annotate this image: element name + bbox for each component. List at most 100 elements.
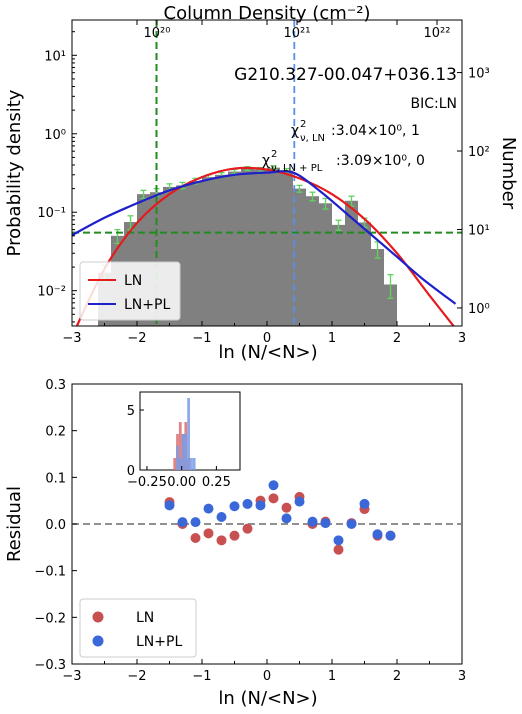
x-tick-label: 0: [263, 669, 271, 684]
residual-point-lnpl: [359, 498, 370, 509]
top-legend-box: [79, 261, 181, 321]
residual-point-lnpl: [216, 512, 227, 522]
histogram-bar: [332, 224, 345, 326]
bottom-legend-label-lnpl: LN+PL: [136, 634, 182, 650]
residual-point-ln: [242, 523, 253, 534]
top-right-y-axis-label: Number: [498, 137, 519, 210]
histogram-bar: [293, 188, 306, 326]
residual-inset: −0.25 0.00 0.25 0 5: [127, 391, 241, 490]
residual-point-ln: [190, 533, 201, 543]
histogram-bar: [384, 284, 397, 326]
y-tick-label: 10⁻²: [37, 285, 66, 300]
histogram-bar: [306, 196, 319, 326]
inset-x-tick-label: 0.00: [167, 475, 196, 490]
residual-point-ln: [268, 493, 279, 504]
residual-point-lnpl: [320, 518, 331, 529]
top-axis-label: Column Density (cm⁻²): [164, 3, 371, 24]
legend-label-lnpl: LN+PL: [124, 297, 170, 313]
bottom-x-axis-label: ln (N/<N>): [218, 688, 317, 709]
top-x-ticks: −3 −2 −1 0 1 2 3: [62, 20, 466, 346]
histogram-bar: [254, 169, 267, 326]
residual-point-lnpl: [346, 519, 357, 529]
residual-point-lnpl: [385, 530, 396, 541]
inset-bar-lnpl: [187, 398, 190, 470]
y-tick-label: −0.2: [34, 611, 66, 626]
chi-ln-superscript: 2: [300, 119, 306, 130]
bottom-legend-box: [79, 598, 197, 658]
x-tick-label: 1: [328, 669, 336, 684]
histogram-bar: [280, 170, 293, 326]
y-tick-label: −0.1: [34, 565, 66, 580]
chi-ln-subscript: ν, LN: [300, 133, 325, 144]
residual-point-lnpl: [281, 513, 292, 524]
top-panel: −3 −2 −1 0 1 2 3 10⁻² 10⁻¹ 10⁰ 10¹ 10⁰ 10¹ 10² 10³ 1…: [4, 3, 519, 363]
bottom-legend: LN LN+PL: [79, 598, 197, 658]
residual-point-ln: [281, 502, 292, 513]
inset-bar-lnpl: [176, 446, 179, 470]
bottom-y-ticks: −0.3 −0.2 −0.1 0.0 0.1 0.2 0.3: [34, 378, 77, 673]
residual-point-lnpl: [229, 501, 240, 512]
top-secondary-tick-label: 10²⁰: [144, 26, 171, 41]
histogram-bar: [371, 248, 384, 326]
chart-title: G210.327-00.047+036.13: [234, 65, 457, 85]
right-y-tick-label: 10⁰: [468, 302, 490, 317]
legend-marker-lnpl: [92, 635, 104, 647]
lnpl-fit-curve: [72, 170, 457, 305]
residual-point-lnpl: [203, 503, 214, 514]
inset-x-tick-label: 0.25: [202, 475, 231, 490]
inset-bar-ln: [173, 458, 177, 470]
chi-lnpl-subscript: ν, LN + PL: [271, 163, 323, 174]
x-tick-label: 3: [458, 669, 466, 684]
x-tick-label: −2: [127, 331, 146, 346]
inset-bar-ln: [178, 422, 182, 470]
inset-bar-lnpl: [181, 434, 185, 470]
x-tick-label: 2: [393, 331, 401, 346]
chi-lnpl-symbol: χ: [262, 153, 270, 169]
histogram-bar: [345, 200, 358, 326]
residual-point-ln: [216, 535, 227, 546]
top-y-ticks: 10⁻² 10⁻¹ 10⁰ 10¹: [37, 31, 77, 323]
x-tick-label: −2: [127, 669, 146, 684]
histogram-bar: [358, 222, 371, 326]
residual-point-ln: [203, 528, 214, 539]
y-tick-label: 10⁻¹: [37, 206, 66, 221]
residual-points: [164, 480, 396, 555]
y-tick-label: 0.1: [45, 471, 66, 486]
top-legend: LN LN+PL: [79, 261, 181, 321]
chi-ln-value: :3.04×10⁰, 1: [331, 123, 420, 139]
residual-point-lnpl: [307, 516, 318, 527]
x-tick-label: 0: [263, 331, 271, 346]
x-tick-label: 2: [393, 669, 401, 684]
inset-y-tick-label: 5: [127, 404, 135, 419]
y-tick-label: 0.3: [45, 378, 66, 393]
inset-bar-lnpl: [190, 458, 193, 470]
x-tick-label: −3: [62, 331, 81, 346]
top-secondary-tick-label: 10²¹: [284, 26, 311, 41]
fit-curves: [72, 166, 457, 326]
chi-lnpl-superscript: 2: [271, 149, 277, 160]
x-tick-label: −3: [62, 669, 81, 684]
y-tick-label: 10⁰: [44, 128, 66, 143]
bottom-y-axis-label: Residual: [4, 486, 25, 562]
histogram-bar: [241, 168, 254, 326]
inset-bar-lnpl: [178, 458, 182, 470]
x-tick-label: 1: [328, 331, 336, 346]
top-right-y-ticks: 10⁰ 10¹ 10² 10³: [457, 67, 490, 317]
top-x-axis-label: ln (N/<N>): [218, 342, 317, 363]
residual-point-ln: [229, 530, 240, 541]
bic-annotation: BIC:LN: [411, 96, 458, 112]
y-tick-label: −0.3: [34, 658, 66, 673]
x-tick-label: 3: [458, 331, 466, 346]
x-tick-label: −1: [192, 331, 211, 346]
histogram-bar: [202, 177, 215, 326]
residual-point-lnpl: [372, 529, 383, 540]
residual-point-lnpl: [255, 500, 266, 511]
residual-point-lnpl: [268, 480, 279, 491]
chi-ln-annotation: χ 2 ν, LN :3.04×10⁰, 1: [291, 119, 420, 144]
top-secondary-tick-label: 10²²: [424, 26, 451, 41]
top-secondary-x-ticks: 10²⁰ 10²¹ 10²²: [144, 20, 451, 41]
residual-point-lnpl: [333, 535, 344, 546]
histogram-bar: [319, 203, 332, 326]
